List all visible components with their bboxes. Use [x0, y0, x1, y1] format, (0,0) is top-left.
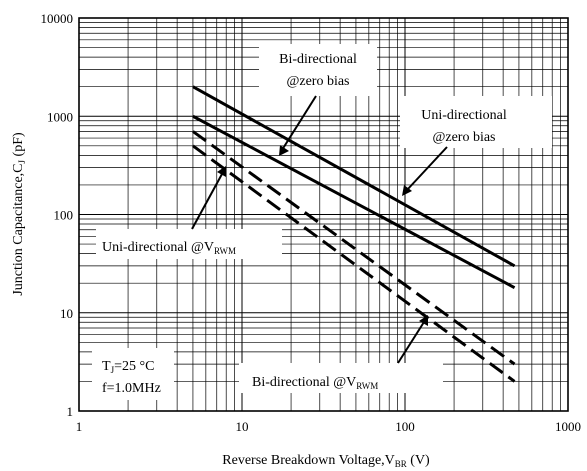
annotation-bi-zero-bias: Bi-directional @zero bias: [259, 44, 377, 156]
tick-labels: 1 10 100 1000 1 10 100 1000 10000: [41, 11, 582, 434]
condition-frequency: f=1.0MHz: [102, 381, 161, 396]
annotation-bi-vrwm-text: Bi-directional @VRWM: [252, 375, 378, 391]
annotation-bi-vrwm: Bi-directional @VRWM: [239, 315, 443, 393]
plot-frame: [78, 17, 569, 412]
annotation-uni-zero-bias: Uni-directional @zero bias: [400, 96, 552, 196]
series-line-1: [192, 85, 516, 268]
y-tick-label: 1: [67, 404, 74, 419]
series-line-2: [192, 114, 516, 289]
y-tick-label: 10000: [41, 11, 74, 26]
annotation-uni-vrwm-text: Uni-directional @VRWM: [102, 240, 236, 256]
condition-temperature: TJ=25 °C: [102, 359, 154, 375]
annotation-conditions: TJ=25 °C f=1.0MHz: [92, 348, 174, 400]
y-tick-label: 10: [60, 306, 73, 321]
series-line-4: [192, 144, 516, 383]
series-lines: [192, 85, 516, 383]
annotation-bi-zero-line2: @zero bias: [286, 74, 349, 89]
annotation-bi-zero-line1: Bi-directional: [279, 52, 357, 67]
annotation-uni-zero-line1: Uni-directional: [421, 108, 507, 123]
x-tick-label: 100: [395, 419, 415, 434]
x-tick-label: 10: [236, 419, 249, 434]
x-tick-label: 1000: [555, 419, 581, 434]
annotation-uni-vrwm: Uni-directional @VRWM: [96, 166, 282, 259]
y-axis-title: Junction Capacitance,CJ (pF): [11, 132, 27, 296]
annotation-uni-zero-line2: @zero bias: [432, 130, 495, 145]
x-axis-title: Reverse Breakdown Voltage,VBR (V): [222, 453, 430, 469]
series-line-3: [192, 130, 516, 366]
y-tick-label: 100: [54, 208, 74, 223]
y-tick-label: 1000: [47, 109, 73, 124]
x-tick-label: 1: [76, 419, 83, 434]
